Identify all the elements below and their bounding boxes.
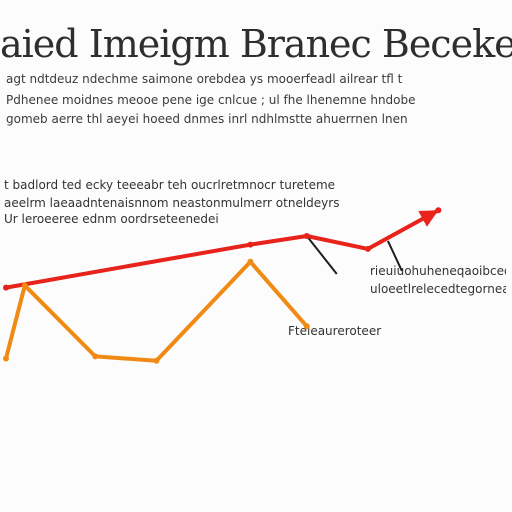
annotation-5: uloeetlrelecedtegornearire <box>370 282 506 296</box>
series-2-point-3 <box>92 353 99 360</box>
chart-title: aied Imeigm Branec Becekefcie <box>0 22 512 66</box>
series-2-point-6 <box>303 323 310 330</box>
series-1-point-2 <box>247 241 254 248</box>
annotation-2: aeelrm laeaadntenaisnnom neastonmulmerr … <box>4 196 340 210</box>
callout-line-2 <box>386 240 403 272</box>
annotation-1: t badlord ted ecky teeeabr teh oucrlretm… <box>4 178 336 192</box>
description-line-3: gomeb aerre thl aeyei hoeed dnmes inrl n… <box>6 112 408 126</box>
annotation-4: rieuiuohuheneqaoibceon <box>370 264 506 278</box>
series-1-point-4 <box>364 245 371 252</box>
trend-arrowhead <box>418 210 439 227</box>
callout-line-1 <box>306 235 338 275</box>
annotation-6: Fteleaureroteer <box>288 324 382 338</box>
annotation-3: Ur leroeeree ednm oordrseteenedei <box>4 212 219 226</box>
description-line-2: Pdhenee moidnes meooe pene ige cnlcue ; … <box>6 93 416 107</box>
series-2-point-2 <box>21 282 28 289</box>
series-1-point-3 <box>303 233 310 239</box>
series-2-point-4 <box>153 357 160 364</box>
series-2-point-1 <box>3 355 9 362</box>
series-2-point-5 <box>247 258 254 265</box>
series-line-1 <box>4 208 441 290</box>
series-line-2 <box>4 259 309 363</box>
series-1-point-1 <box>3 284 9 291</box>
description-line-1: agt ndtdeuz ndechme saimone orebdea ys m… <box>6 72 403 86</box>
